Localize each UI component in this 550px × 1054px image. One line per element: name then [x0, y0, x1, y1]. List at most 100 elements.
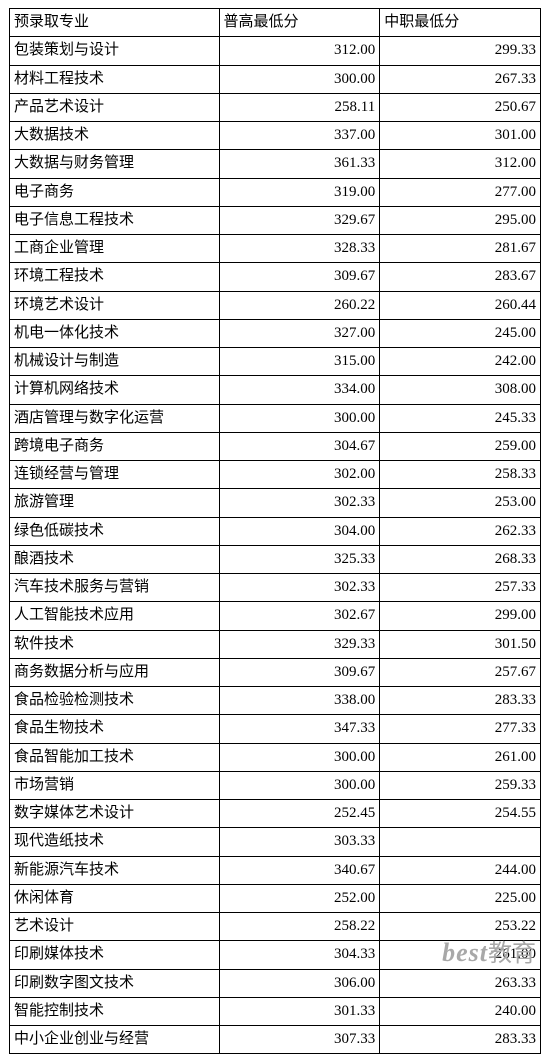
cell-pugao: 334.00: [219, 376, 380, 404]
table-row: 环境工程技术309.67283.67: [10, 263, 541, 291]
watermark: best教育: [442, 933, 536, 968]
table-row: 酿酒技术325.33268.33: [10, 545, 541, 573]
table-row: 机电一体化技术327.00245.00: [10, 319, 541, 347]
cell-zhongzhi: 267.33: [380, 65, 541, 93]
cell-zhongzhi: 263.33: [380, 969, 541, 997]
cell-pugao: 258.22: [219, 913, 380, 941]
table-row: 电子信息工程技术329.67295.00: [10, 206, 541, 234]
table-header-row: 预录取专业 普高最低分 中职最低分: [10, 9, 541, 37]
cell-pugao: 300.00: [219, 404, 380, 432]
cell-pugao: 307.33: [219, 1026, 380, 1054]
table-row: 人工智能技术应用302.67299.00: [10, 602, 541, 630]
cell-major: 数字媒体艺术设计: [10, 800, 220, 828]
table-row: 中小企业创业与经营307.33283.33: [10, 1026, 541, 1054]
cell-pugao: 300.00: [219, 771, 380, 799]
header-pugao: 普高最低分: [219, 9, 380, 37]
cell-pugao: 329.33: [219, 630, 380, 658]
cell-major: 连锁经营与管理: [10, 461, 220, 489]
cell-pugao: 328.33: [219, 235, 380, 263]
cell-pugao: 361.33: [219, 150, 380, 178]
header-major: 预录取专业: [10, 9, 220, 37]
cell-pugao: 340.67: [219, 856, 380, 884]
cell-zhongzhi: 299.00: [380, 602, 541, 630]
cell-pugao: 309.67: [219, 658, 380, 686]
cell-pugao: 302.33: [219, 574, 380, 602]
table-row: 商务数据分析与应用309.67257.67: [10, 658, 541, 686]
cell-major: 大数据与财务管理: [10, 150, 220, 178]
cell-zhongzhi: 277.00: [380, 178, 541, 206]
cell-zhongzhi: 245.00: [380, 319, 541, 347]
cell-zhongzhi: 250.67: [380, 93, 541, 121]
table-row: 食品生物技术347.33277.33: [10, 715, 541, 743]
table-row: 电子商务319.00277.00: [10, 178, 541, 206]
cell-major: 人工智能技术应用: [10, 602, 220, 630]
cell-major: 食品智能加工技术: [10, 743, 220, 771]
cell-pugao: 258.11: [219, 93, 380, 121]
cell-major: 酿酒技术: [10, 545, 220, 573]
cell-major: 材料工程技术: [10, 65, 220, 93]
admission-score-table: 预录取专业 普高最低分 中职最低分 包装策划与设计312.00299.33材料工…: [9, 8, 541, 1054]
cell-zhongzhi: 295.00: [380, 206, 541, 234]
cell-zhongzhi: 253.00: [380, 489, 541, 517]
cell-zhongzhi: 261.00: [380, 743, 541, 771]
table-row: 食品智能加工技术300.00261.00: [10, 743, 541, 771]
cell-zhongzhi: 308.00: [380, 376, 541, 404]
table-row: 汽车技术服务与营销302.33257.33: [10, 574, 541, 602]
cell-pugao: 300.00: [219, 743, 380, 771]
table-row: 新能源汽车技术340.67244.00: [10, 856, 541, 884]
cell-pugao: 301.33: [219, 997, 380, 1025]
cell-major: 现代造纸技术: [10, 828, 220, 856]
cell-zhongzhi: 259.00: [380, 432, 541, 460]
cell-major: 产品艺术设计: [10, 93, 220, 121]
table-row: 印刷数字图文技术306.00263.33: [10, 969, 541, 997]
cell-pugao: 252.00: [219, 884, 380, 912]
cell-major: 休闲体育: [10, 884, 220, 912]
cell-zhongzhi: 301.50: [380, 630, 541, 658]
cell-major: 市场营销: [10, 771, 220, 799]
cell-pugao: 312.00: [219, 37, 380, 65]
cell-zhongzhi: 242.00: [380, 348, 541, 376]
cell-pugao: 304.33: [219, 941, 380, 969]
cell-major: 食品生物技术: [10, 715, 220, 743]
table-row: 工商企业管理328.33281.67: [10, 235, 541, 263]
cell-major: 印刷媒体技术: [10, 941, 220, 969]
cell-pugao: 306.00: [219, 969, 380, 997]
cell-zhongzhi: 260.44: [380, 291, 541, 319]
cell-zhongzhi: 258.33: [380, 461, 541, 489]
cell-major: 汽车技术服务与营销: [10, 574, 220, 602]
cell-major: 绿色低碳技术: [10, 517, 220, 545]
cell-pugao: 319.00: [219, 178, 380, 206]
cell-major: 机械设计与制造: [10, 348, 220, 376]
cell-zhongzhi: 262.33: [380, 517, 541, 545]
cell-major: 酒店管理与数字化运营: [10, 404, 220, 432]
table-row: 包装策划与设计312.00299.33: [10, 37, 541, 65]
cell-major: 商务数据分析与应用: [10, 658, 220, 686]
table-row: 食品检验检测技术338.00283.33: [10, 687, 541, 715]
cell-zhongzhi: 257.67: [380, 658, 541, 686]
cell-pugao: 347.33: [219, 715, 380, 743]
cell-pugao: 315.00: [219, 348, 380, 376]
cell-zhongzhi: 268.33: [380, 545, 541, 573]
cell-zhongzhi: 225.00: [380, 884, 541, 912]
table-row: 数字媒体艺术设计252.45254.55: [10, 800, 541, 828]
cell-major: 旅游管理: [10, 489, 220, 517]
cell-zhongzhi: 281.67: [380, 235, 541, 263]
cell-pugao: 325.33: [219, 545, 380, 573]
cell-major: 智能控制技术: [10, 997, 220, 1025]
cell-major: 食品检验检测技术: [10, 687, 220, 715]
cell-pugao: 252.45: [219, 800, 380, 828]
cell-pugao: 302.00: [219, 461, 380, 489]
table-row: 计算机网络技术334.00308.00: [10, 376, 541, 404]
table-row: 大数据与财务管理361.33312.00: [10, 150, 541, 178]
header-zhongzhi: 中职最低分: [380, 9, 541, 37]
cell-pugao: 260.22: [219, 291, 380, 319]
table-row: 休闲体育252.00225.00: [10, 884, 541, 912]
cell-major: 机电一体化技术: [10, 319, 220, 347]
cell-major: 包装策划与设计: [10, 37, 220, 65]
cell-pugao: 329.67: [219, 206, 380, 234]
cell-pugao: 302.67: [219, 602, 380, 630]
cell-zhongzhi: 257.33: [380, 574, 541, 602]
cell-pugao: 302.33: [219, 489, 380, 517]
table-row: 市场营销300.00259.33: [10, 771, 541, 799]
cell-zhongzhi: 312.00: [380, 150, 541, 178]
